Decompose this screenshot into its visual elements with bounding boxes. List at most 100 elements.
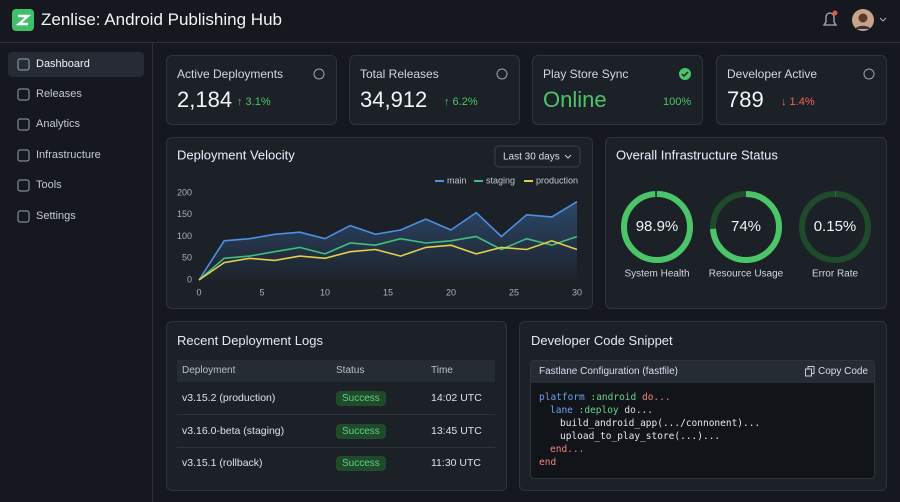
kpi-value: 789 [727, 87, 764, 112]
kpi-value: 2,184 [177, 87, 233, 112]
kpi-label: Play Store Sync [543, 67, 629, 81]
kpi-label: Active Deployments [177, 67, 284, 81]
range-dropdown[interactable] [494, 145, 581, 168]
x-tick-label: 15 [383, 287, 393, 297]
gauge-label: System Health [624, 269, 689, 280]
gauge-arc [710, 191, 782, 263]
gauge-value: 0.15% [814, 218, 857, 235]
sidebar [0, 43, 153, 502]
column-header: Deployment [182, 365, 236, 376]
gauge-value: 74% [731, 218, 761, 235]
x-tick-label: 25 [509, 287, 519, 297]
row-divider [177, 447, 495, 448]
kpi-change: ↑ 3.1% [237, 96, 271, 108]
kpi-value: Online [543, 87, 607, 112]
kpi-icon [496, 68, 508, 80]
range-label: Last 30 days [503, 152, 560, 163]
table-cell: 14:02 UTC [431, 392, 482, 404]
y-tick-label: 0 [187, 274, 192, 284]
x-tick-label: 10 [320, 287, 330, 297]
x-tick-label: 5 [259, 287, 264, 297]
kpi-value: 34,912 [360, 87, 428, 112]
code-token: :android [584, 392, 637, 403]
kpi-icon-shape [681, 71, 689, 78]
table-cell: v3.15.1 (rollback) [182, 457, 263, 469]
line [198, 201, 578, 281]
nav-icon-shape [17, 149, 30, 162]
table-cell: v3.15.2 (production) [182, 392, 276, 404]
nav-item[interactable]: Settings [36, 210, 76, 222]
logs-title: Recent Deployment Logs [177, 333, 323, 348]
kpi-icon [863, 68, 875, 80]
kpi-label: Developer Active [727, 67, 818, 81]
code-token: :deploy [572, 405, 619, 416]
nav-active-bg [8, 52, 144, 77]
kpi-change: ↑ 6.2% [444, 96, 478, 108]
code-header [531, 361, 874, 383]
kpi-card [716, 55, 887, 125]
kpi-label: Total Releases [360, 67, 439, 81]
gauge-label: Error Rate [812, 269, 859, 280]
status-badge: Success [336, 391, 386, 406]
column-header: Time [431, 365, 453, 376]
infra-gauges: Overall Infrastructure Status 98.9% Syste… [616, 147, 871, 280]
nav-icon [17, 118, 30, 131]
table-cell: 11:30 UTC [431, 457, 481, 469]
nav-icon [17, 210, 30, 223]
row-divider [177, 414, 495, 415]
infra-title: Overall Infrastructure Status [616, 147, 778, 162]
chart: Deployment Velocity Last 30 days 0501001… [177, 145, 582, 297]
kpi-card [166, 55, 337, 125]
legend-label: staging [486, 175, 515, 185]
table-header [177, 360, 495, 382]
logo [12, 9, 34, 31]
x-tick-label: 0 [196, 287, 201, 297]
x-tick-label: 20 [446, 287, 456, 297]
kpi-icon [313, 68, 325, 80]
y-tick-label: 150 [177, 209, 192, 219]
nav-item[interactable]: Infrastructure [36, 149, 101, 161]
kpi-change: 100% [663, 96, 692, 108]
status-badge: Success [336, 424, 386, 439]
gauge-arc [799, 191, 871, 263]
code-file: Fastlane Configuration (fastfile) [539, 366, 678, 377]
nav-icon [17, 149, 30, 162]
kpi-change: ↓ 1.4% [781, 96, 815, 108]
infra-card [605, 137, 887, 309]
avatar[interactable] [852, 9, 887, 31]
nav-icon-shape [17, 179, 30, 192]
nav-item[interactable]: Releases [36, 88, 82, 100]
chart-title: Deployment Velocity [177, 147, 295, 162]
header [0, 0, 900, 43]
table-cell: 13:45 UTC [431, 425, 482, 437]
nav-item[interactable]: Tools [36, 179, 62, 191]
legend-label: main [447, 175, 467, 185]
kpi-icon-shape [496, 68, 508, 80]
column-header: Status [336, 365, 365, 376]
nav-icon-shape [17, 118, 30, 131]
y-tick-label: 200 [177, 187, 192, 197]
nav-icon [17, 88, 30, 101]
kpi-icon-shape [313, 68, 325, 80]
code-token: build_android_app(.../connonent)... [560, 418, 761, 429]
status-badge: Success [336, 456, 386, 471]
line [198, 239, 578, 281]
nav-item[interactable]: Dashboard [36, 58, 90, 70]
nav-icon-shape [17, 210, 30, 223]
code-token: lane [550, 405, 573, 416]
y-tick-label: 100 [177, 231, 192, 241]
snippet-title: Developer Code Snippet [531, 333, 673, 348]
code-token: platform [539, 392, 585, 403]
table-cell: v3.16.0-beta (staging) [182, 425, 285, 437]
gauge-arc [621, 191, 693, 263]
code-token: end [539, 457, 557, 468]
notifications[interactable] [822, 10, 838, 26]
nav-item[interactable]: Analytics [36, 118, 81, 130]
y-tick-label: 50 [182, 253, 192, 263]
x-tick-label: 30 [572, 287, 582, 297]
kpi-icon [679, 68, 691, 80]
copy-button[interactable]: Copy Code [818, 366, 869, 377]
line [198, 235, 578, 281]
copy-icon [805, 366, 815, 377]
